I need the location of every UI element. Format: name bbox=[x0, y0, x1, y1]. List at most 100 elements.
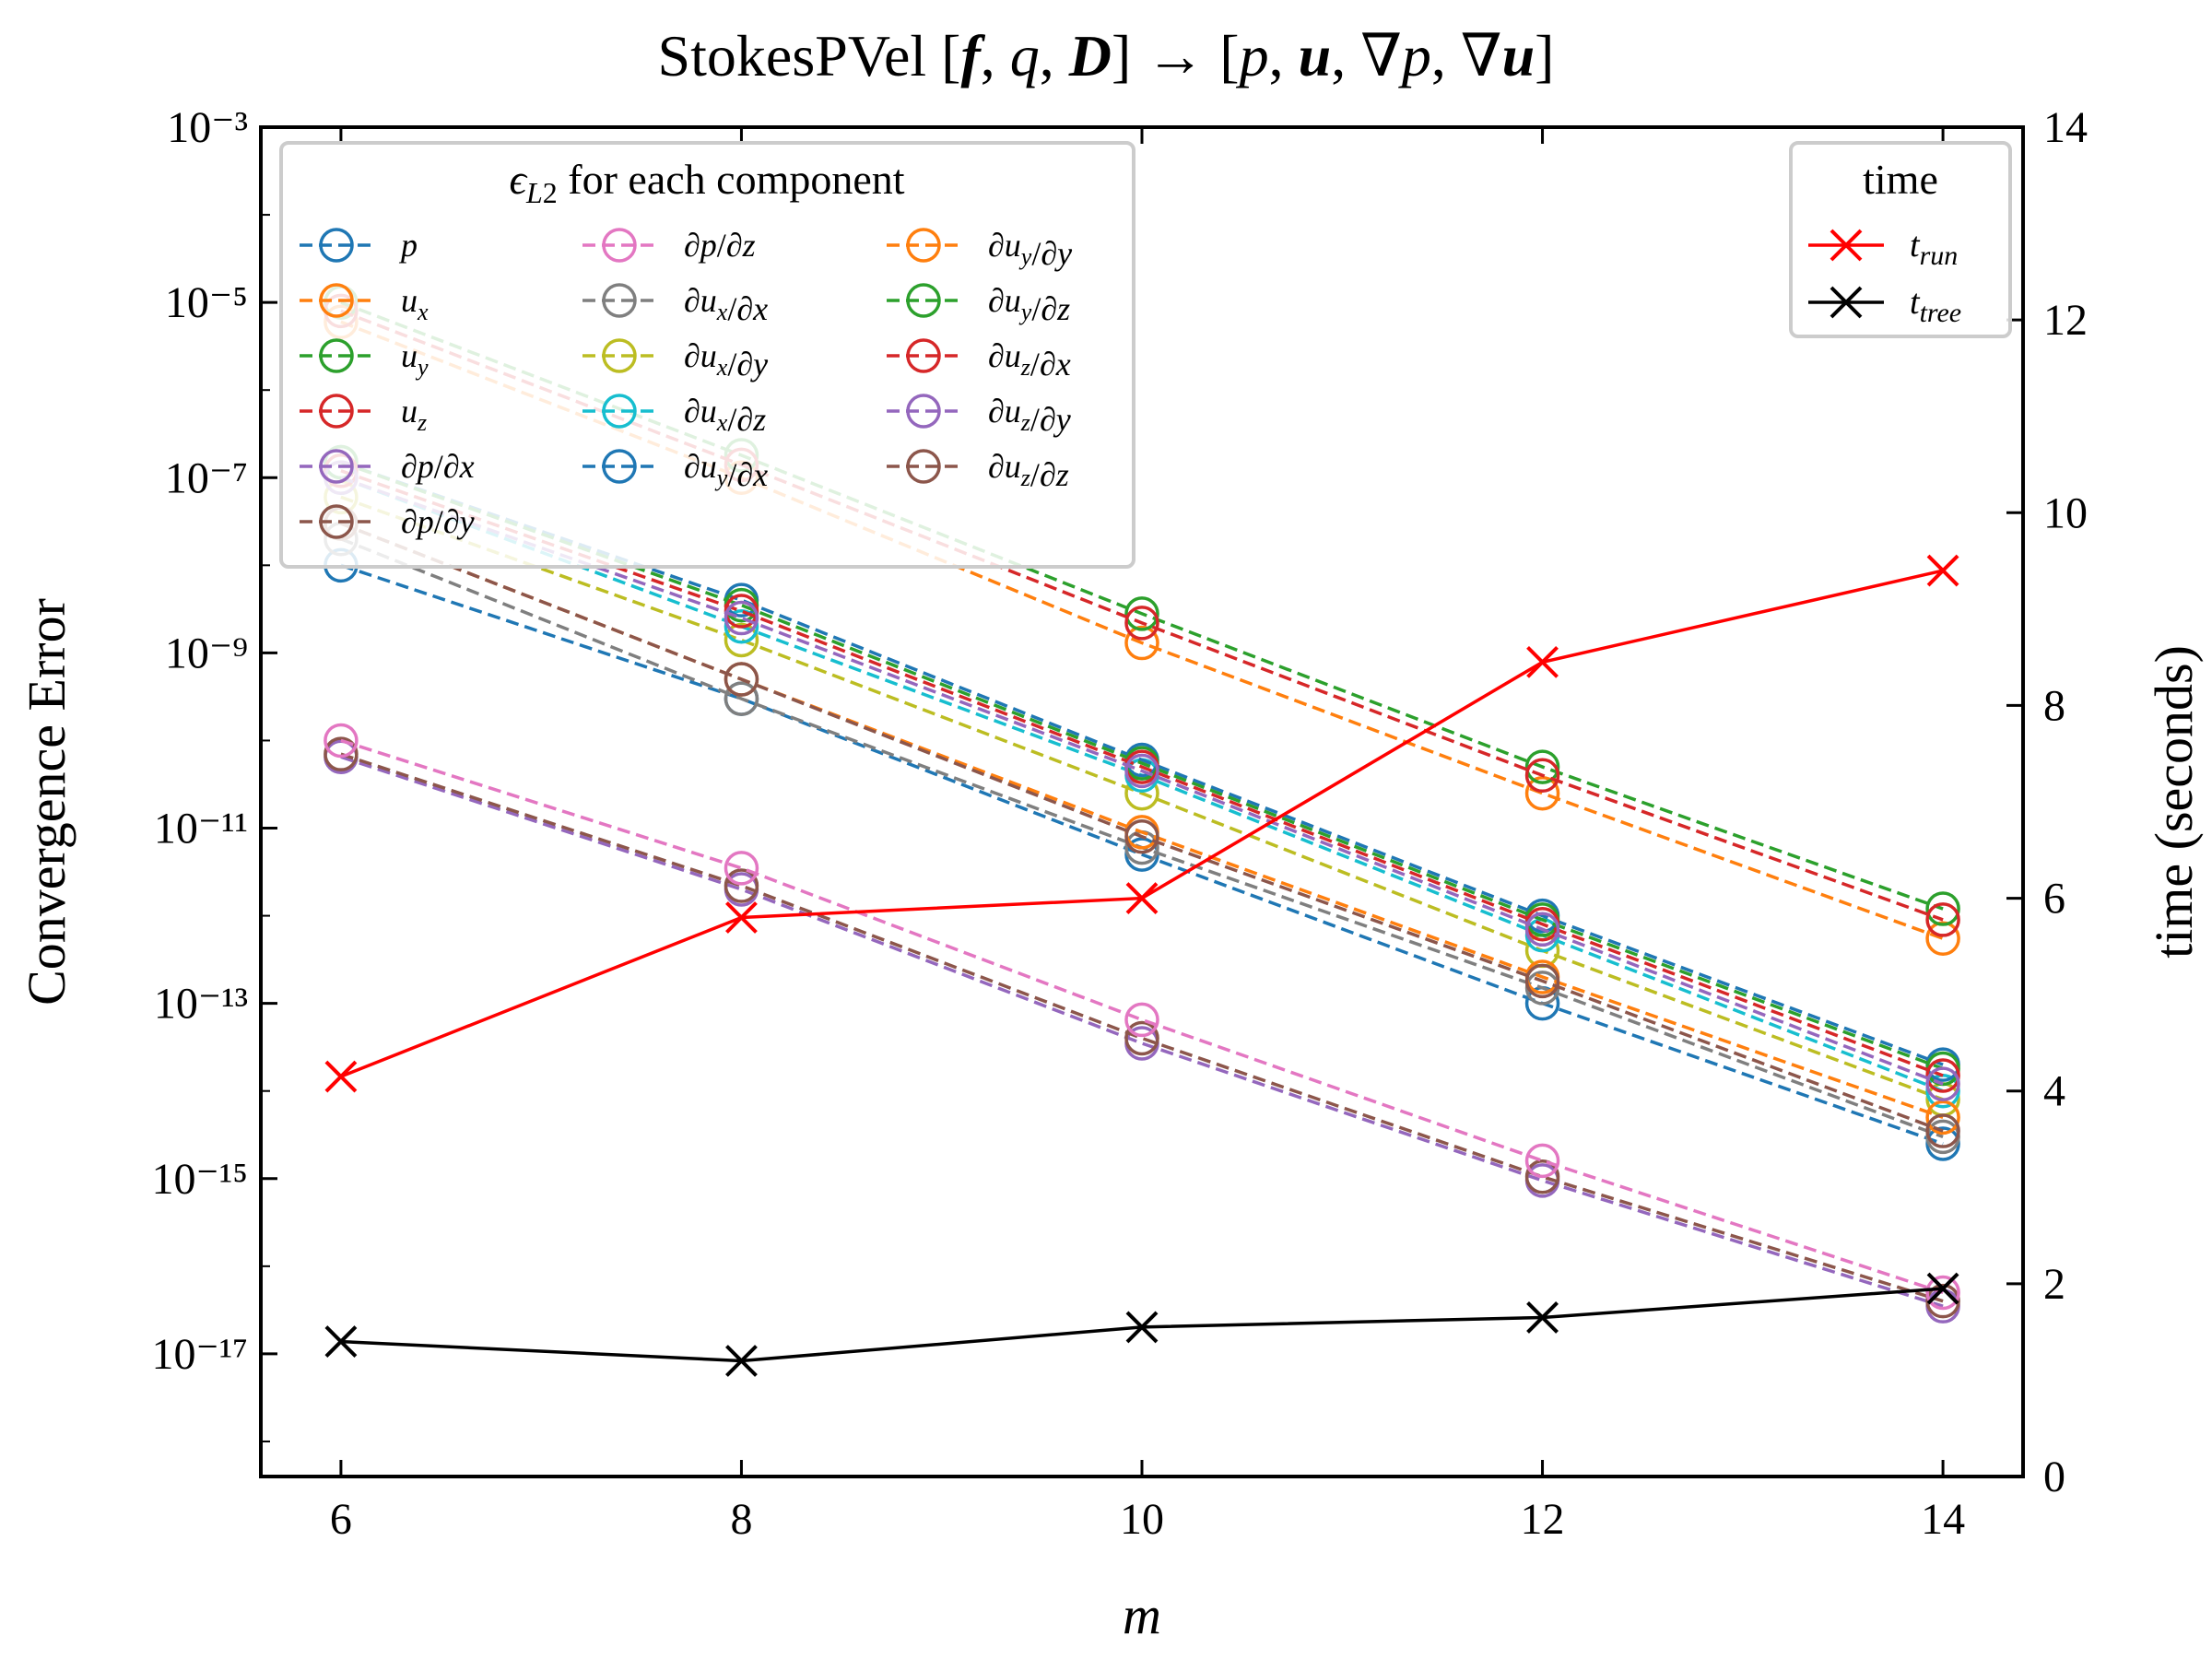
error-legend-box bbox=[279, 141, 1135, 569]
y-tick-label-left: 10⁻⁵ bbox=[165, 278, 248, 327]
legend-entry: ∂ux/∂z bbox=[582, 393, 766, 438]
error-point bbox=[1524, 758, 1560, 794]
legend-marker bbox=[602, 338, 637, 373]
y-tick-label-right: 12 bbox=[2043, 296, 2088, 345]
y-tick-label-left: 10⁻³ bbox=[167, 103, 248, 152]
x-tick-label: 6 bbox=[330, 1495, 352, 1544]
y-tick-label-right: 6 bbox=[2043, 875, 2065, 924]
legend-label: p bbox=[398, 227, 418, 264]
error-point bbox=[724, 609, 759, 644]
legend-label: ∂uy/∂x bbox=[684, 448, 768, 493]
error-point bbox=[1925, 1100, 1960, 1135]
error-point bbox=[1524, 912, 1560, 947]
error-point bbox=[1925, 891, 1960, 926]
legend-marker bbox=[319, 394, 354, 429]
error-point bbox=[1925, 1066, 1960, 1101]
legend-marker bbox=[319, 228, 354, 263]
x-tick-label: 8 bbox=[730, 1495, 752, 1544]
error-point bbox=[1925, 902, 1960, 937]
y-tick-label-right: 14 bbox=[2043, 103, 2088, 152]
error-series-line bbox=[340, 309, 1944, 922]
legend-label: ∂ux/∂z bbox=[684, 393, 766, 438]
time-point bbox=[1125, 882, 1159, 914]
time-point bbox=[1926, 1272, 1959, 1305]
y-tick-label-right: 10 bbox=[2043, 488, 2088, 537]
error-series-line bbox=[340, 476, 1944, 1093]
error-series-line bbox=[340, 300, 1944, 911]
error-point bbox=[1124, 753, 1159, 789]
time-point bbox=[725, 1345, 758, 1377]
legend-entry: ∂p/∂z bbox=[582, 227, 756, 264]
y-tick-label-left: 10⁻¹³ bbox=[154, 980, 248, 1029]
legend-entry: uy bbox=[300, 337, 429, 381]
legend-entry: ux bbox=[300, 282, 429, 325]
legend-label: ∂p/∂z bbox=[684, 227, 756, 264]
ticks: 6 8 10 12 14 10⁻³ 10⁻⁵ 10⁻⁷ 10⁻⁹ 10⁻¹¹ 10⁻¹³ 10⁻¹⁵ 1… bbox=[152, 103, 2088, 1544]
legend-marker bbox=[906, 394, 941, 429]
legend-entry: ∂uy/∂z bbox=[887, 282, 1070, 327]
error-point bbox=[1524, 1143, 1560, 1179]
error-series-line bbox=[340, 495, 1944, 1101]
y-tick-label-left: 10⁻¹¹ bbox=[154, 805, 248, 853]
legend-entry: ∂p/∂x bbox=[300, 448, 475, 485]
legend-label: uz bbox=[401, 393, 427, 436]
error-point bbox=[1925, 1113, 1960, 1148]
legend-entry: trun bbox=[1808, 226, 1958, 271]
error-series-line bbox=[340, 738, 1944, 1295]
y-tick-label-right: 0 bbox=[2043, 1453, 2065, 1501]
y-tick-label-left: 10⁻¹⁵ bbox=[152, 1155, 248, 1204]
time-point bbox=[725, 901, 758, 934]
error-point bbox=[1524, 775, 1560, 811]
legend-marker bbox=[906, 283, 941, 318]
error-point bbox=[1925, 1283, 1960, 1319]
legend-entry: ∂uy/∂x bbox=[582, 448, 768, 493]
legend-label: ∂uz/∂x bbox=[988, 337, 1071, 382]
y-tick-label-left: 10⁻¹⁷ bbox=[152, 1330, 248, 1379]
legend-label: trun bbox=[1910, 226, 1958, 271]
legend-marker bbox=[319, 504, 354, 539]
error-point bbox=[1124, 606, 1159, 641]
legend-label: ∂uy/∂y bbox=[988, 227, 1072, 272]
error-legend: ϵL2 for each component p ux uy uz ∂p/∂x ∂p/∂y… bbox=[279, 141, 1135, 569]
legend-entry: ttree bbox=[1808, 283, 1961, 328]
legend-marker bbox=[906, 228, 941, 263]
legend-marker bbox=[602, 449, 637, 484]
time-point bbox=[324, 1060, 358, 1093]
y-tick-label-left: 10⁻⁹ bbox=[165, 629, 248, 677]
error-point bbox=[1524, 963, 1560, 999]
y-tick-label-right: 8 bbox=[2043, 681, 2065, 730]
chart-title: StokesPVel [f, q, D] → [p, u, ∇p, ∇u] bbox=[658, 23, 1555, 88]
time-point bbox=[1526, 1301, 1559, 1334]
legend-label: ttree bbox=[1910, 283, 1961, 328]
legend-entry: ∂uz/∂y bbox=[887, 393, 1071, 438]
legend-label: ∂uy/∂z bbox=[988, 282, 1070, 327]
legend-entry: uz bbox=[300, 393, 427, 436]
x-tick-label: 10 bbox=[1120, 1495, 1164, 1544]
time-point bbox=[324, 1325, 358, 1359]
y-tick-label-left: 10⁻⁷ bbox=[165, 453, 248, 502]
legend-entry: ∂ux/∂y bbox=[582, 337, 768, 382]
error-point bbox=[724, 851, 759, 886]
time-point bbox=[1125, 1311, 1159, 1344]
error-point bbox=[1925, 921, 1960, 957]
legend-marker bbox=[319, 338, 354, 373]
error-series-line bbox=[340, 752, 1944, 1303]
error-series-line bbox=[340, 522, 1944, 1133]
error-point bbox=[1524, 1159, 1560, 1194]
legend-marker bbox=[319, 449, 354, 484]
legend-label: ∂ux/∂y bbox=[684, 337, 768, 382]
time-point bbox=[1926, 554, 1959, 587]
y-tick-label-right: 2 bbox=[2043, 1260, 2065, 1309]
legend-label: ∂p/∂x bbox=[401, 448, 475, 485]
error-series-line bbox=[340, 563, 1944, 1146]
error-point bbox=[724, 622, 759, 658]
legend-entry: p bbox=[300, 227, 418, 264]
x-tick-label: 14 bbox=[1921, 1495, 1965, 1544]
legend-label: ∂uz/∂z bbox=[988, 448, 1069, 493]
error-point bbox=[724, 868, 759, 903]
legend-label: ∂uz/∂y bbox=[988, 393, 1071, 438]
legend-marker bbox=[602, 394, 637, 429]
error-point bbox=[724, 662, 759, 697]
legend-entry: ∂uy/∂y bbox=[887, 227, 1072, 272]
